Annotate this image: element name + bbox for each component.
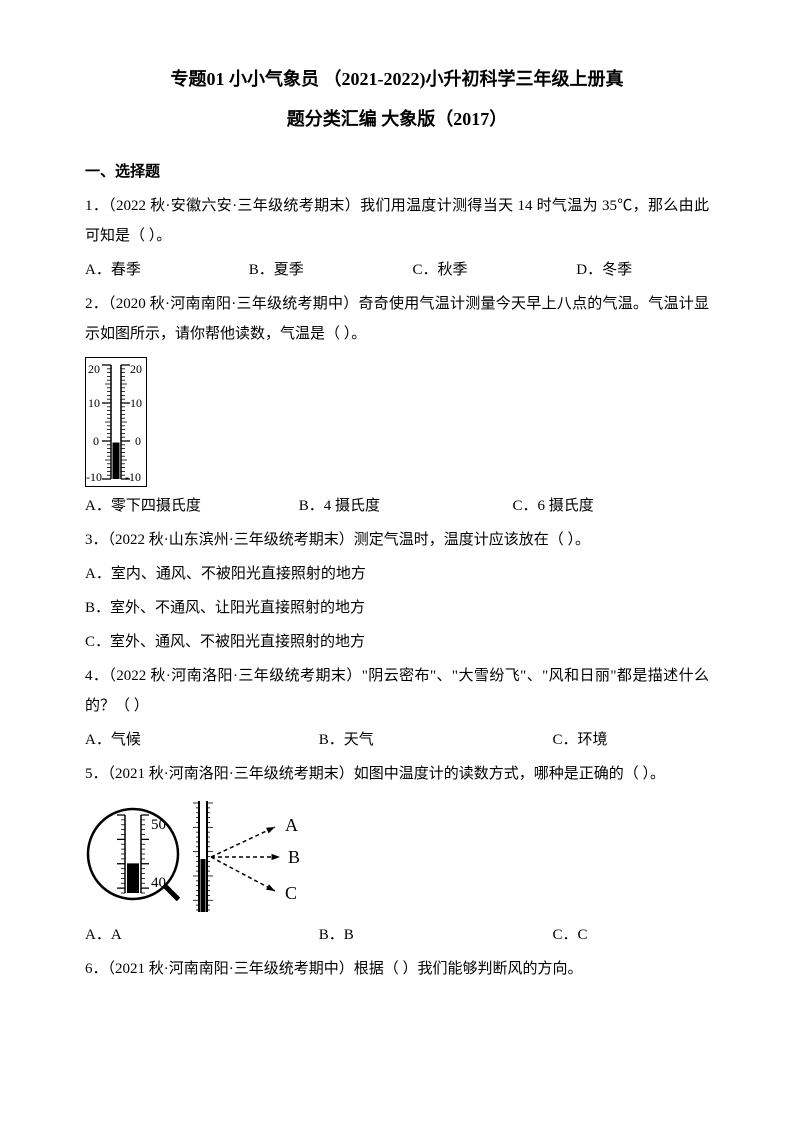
svg-text:-10: -10 [86, 470, 102, 484]
question-5-text: 5．（2021 秋·河南洛阳·三年级统考期末）如图中温度计的读数方式，哪种是正确… [85, 759, 709, 789]
question-5-options: A．A B．B C．C [85, 920, 709, 950]
q1-opt-a: A．春季 [85, 255, 245, 285]
question-6-text: 6．（2021 秋·河南南阳·三年级统考期中）根据（ ）我们能够判断风的方向。 [85, 954, 709, 984]
q1-opt-c: C．秋季 [413, 255, 573, 285]
q3-opt-b: B．室外、不通风、让阳光直接照射的地方 [85, 593, 709, 623]
q4-opt-a: A．气候 [85, 725, 315, 755]
svg-text:-10: -10 [125, 470, 141, 484]
q2-opt-b: B．4 摄氏度 [299, 491, 509, 521]
section-1-heading: 一、选择题 [85, 157, 709, 187]
q2-opt-a: A．零下四摄氏度 [85, 491, 295, 521]
q3-opt-a: A．室内、通风、不被阳光直接照射的地方 [85, 559, 709, 589]
title-line-1: 专题01 小小气象员 （2021-2022)小升初科学三年级上册真 [85, 60, 709, 100]
q5-opt-c: C．C [553, 920, 693, 950]
svg-text:A: A [285, 815, 298, 835]
question-1-text: 1．（2022 秋·安徽六安·三年级统考期末）我们用温度计测得当天 14 时气温… [85, 191, 709, 251]
svg-text:20: 20 [88, 362, 100, 376]
q1-opt-b: B．夏季 [249, 255, 409, 285]
thermometer-icon: 20 20 10 10 0 0 -10 -10 [85, 357, 147, 487]
q1-opt-d: D．冬季 [576, 255, 696, 285]
svg-text:0: 0 [93, 434, 99, 448]
svg-text:0: 0 [135, 434, 141, 448]
thermometer-reading-icon: 50 40 ABC [85, 799, 320, 914]
q3-opt-c: C．室外、通风、不被阳光直接照射的地方 [85, 627, 709, 657]
q4-opt-c: C．环境 [553, 725, 693, 755]
question-3-text: 3．（2022 秋·山东滨州·三年级统考期末）测定气温时，温度计应该放在（ ）。 [85, 525, 709, 555]
svg-text:50: 50 [151, 817, 166, 833]
question-2-text: 2．（2020 秋·河南南阳·三年级统考期中）奇奇使用气温计测量今天早上八点的气… [85, 289, 709, 349]
q5-opt-b: B．B [319, 920, 549, 950]
q2-opt-c: C．6 摄氏度 [513, 491, 673, 521]
svg-text:20: 20 [130, 362, 142, 376]
title-line-2: 题分类汇编 大象版（2017） [85, 100, 709, 140]
svg-text:40: 40 [151, 875, 166, 891]
reading-diagram: 50 40 ABC [85, 799, 709, 914]
question-4-text: 4．（2022 秋·河南洛阳·三年级统考期末）"阴云密布"、"大雪纷飞"、"风和… [85, 661, 709, 721]
svg-text:10: 10 [88, 396, 100, 410]
svg-text:C: C [285, 883, 297, 903]
question-2-options: A．零下四摄氏度 B．4 摄氏度 C．6 摄氏度 [85, 491, 709, 521]
thermometer-figure: 20 20 10 10 0 0 -10 -10 [85, 357, 709, 487]
q5-opt-a: A．A [85, 920, 315, 950]
question-4-options: A．气候 B．天气 C．环境 [85, 725, 709, 755]
svg-text:B: B [288, 847, 300, 867]
svg-text:10: 10 [130, 396, 142, 410]
question-1-options: A．春季 B．夏季 C．秋季 D．冬季 [85, 255, 709, 285]
q4-opt-b: B．天气 [319, 725, 549, 755]
